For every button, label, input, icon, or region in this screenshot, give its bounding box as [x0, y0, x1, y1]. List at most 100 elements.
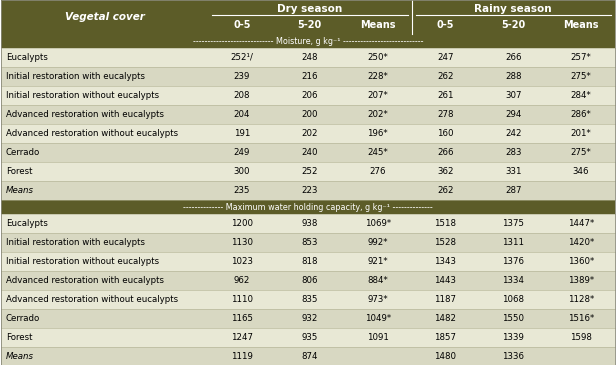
Bar [1, 143, 615, 162]
Text: 300: 300 [233, 167, 250, 176]
Bar [1, 181, 615, 200]
Text: 1516*: 1516* [568, 314, 594, 323]
Text: 5-20: 5-20 [298, 20, 322, 31]
Text: 250*: 250* [367, 53, 388, 62]
Text: Initial restoration without eucalypts: Initial restoration without eucalypts [6, 257, 159, 266]
Bar [1, 233, 615, 252]
Bar [1, 34, 615, 48]
Text: 206: 206 [301, 91, 318, 100]
Text: Eucalypts: Eucalypts [6, 53, 48, 62]
Text: 1336: 1336 [502, 352, 524, 361]
Text: 1110: 1110 [231, 295, 253, 304]
Text: 1165: 1165 [231, 314, 253, 323]
Text: 276: 276 [370, 167, 386, 176]
Text: 278: 278 [437, 110, 453, 119]
Text: Initial restoration with eucalypts: Initial restoration with eucalypts [6, 238, 145, 247]
Text: 216: 216 [301, 72, 318, 81]
Text: Forest: Forest [6, 167, 33, 176]
Text: 252: 252 [301, 167, 318, 176]
Text: 346: 346 [573, 167, 590, 176]
Text: 1420*: 1420* [568, 238, 594, 247]
Text: 5-20: 5-20 [501, 20, 525, 31]
Bar [1, 105, 615, 124]
Text: 1857: 1857 [434, 333, 456, 342]
Text: 247: 247 [437, 53, 453, 62]
Text: 207*: 207* [367, 91, 388, 100]
Text: Means: Means [6, 186, 34, 195]
Text: 1375: 1375 [502, 219, 524, 228]
Text: 1389*: 1389* [568, 276, 594, 285]
Text: 160: 160 [437, 129, 453, 138]
Text: 884*: 884* [367, 276, 388, 285]
Text: 1482: 1482 [434, 314, 456, 323]
Text: Advanced restoration without eucalypts: Advanced restoration without eucalypts [6, 129, 178, 138]
Text: 1339: 1339 [502, 333, 524, 342]
Text: 286*: 286* [570, 110, 591, 119]
Text: 1376: 1376 [502, 257, 524, 266]
Text: 287: 287 [505, 186, 522, 195]
Text: 932: 932 [302, 314, 318, 323]
Text: 973*: 973* [367, 295, 388, 304]
Bar [1, 0, 615, 17]
Text: 0-5: 0-5 [233, 20, 251, 31]
Text: 1518: 1518 [434, 219, 456, 228]
Text: 196*: 196* [367, 129, 388, 138]
Bar [1, 347, 615, 365]
Bar [1, 290, 615, 309]
Text: 1343: 1343 [434, 257, 456, 266]
Text: 1091: 1091 [367, 333, 389, 342]
Text: 1480: 1480 [434, 352, 456, 361]
Text: 992*: 992* [367, 238, 388, 247]
Text: Cerrado: Cerrado [6, 148, 40, 157]
Text: 1334: 1334 [502, 276, 524, 285]
Text: Means: Means [360, 20, 395, 31]
Text: Dry season: Dry season [277, 4, 342, 14]
Text: 283: 283 [505, 148, 522, 157]
Text: 202*: 202* [367, 110, 388, 119]
Text: 1049*: 1049* [365, 314, 391, 323]
Text: Vegetal cover: Vegetal cover [65, 12, 144, 22]
Text: Means: Means [6, 352, 34, 361]
Text: 938: 938 [302, 219, 318, 228]
Text: 1119: 1119 [231, 352, 253, 361]
Text: 262: 262 [437, 72, 453, 81]
Text: Rainy season: Rainy season [474, 4, 552, 14]
Text: 208: 208 [233, 91, 250, 100]
Text: 235: 235 [233, 186, 250, 195]
Bar [1, 309, 615, 328]
Bar [1, 200, 615, 214]
Text: 1443: 1443 [434, 276, 456, 285]
Text: 1360*: 1360* [568, 257, 594, 266]
Text: 248: 248 [301, 53, 318, 62]
Text: Initial restoration with eucalypts: Initial restoration with eucalypts [6, 72, 145, 81]
Text: 266: 266 [437, 148, 453, 157]
Text: 853: 853 [301, 238, 318, 247]
Text: Advanced restoration with eucalypts: Advanced restoration with eucalypts [6, 110, 164, 119]
Text: 242: 242 [505, 129, 522, 138]
Text: 294: 294 [505, 110, 521, 119]
Text: Eucalypts: Eucalypts [6, 219, 48, 228]
Text: -------------- Maximum water holding capacity, g kg⁻¹ --------------: -------------- Maximum water holding cap… [183, 203, 433, 211]
Text: 835: 835 [301, 295, 318, 304]
Text: Cerrado: Cerrado [6, 314, 40, 323]
Text: 266: 266 [505, 53, 522, 62]
Text: 1247: 1247 [231, 333, 253, 342]
Text: 1128*: 1128* [568, 295, 594, 304]
Text: 191: 191 [233, 129, 250, 138]
Text: Initial restoration without eucalypts: Initial restoration without eucalypts [6, 91, 159, 100]
Text: 275*: 275* [570, 148, 591, 157]
Text: 1311: 1311 [502, 238, 524, 247]
Text: 1187: 1187 [434, 295, 456, 304]
Text: 252¹/: 252¹/ [230, 53, 253, 62]
Bar [1, 214, 615, 233]
Text: 1598: 1598 [570, 333, 592, 342]
Bar [1, 328, 615, 347]
Text: 239: 239 [233, 72, 250, 81]
Text: 201*: 201* [570, 129, 591, 138]
Text: 284*: 284* [570, 91, 591, 100]
Bar [1, 124, 615, 143]
Text: 935: 935 [302, 333, 318, 342]
Text: 1447*: 1447* [568, 219, 594, 228]
Bar [1, 86, 615, 105]
Text: 1023: 1023 [231, 257, 253, 266]
